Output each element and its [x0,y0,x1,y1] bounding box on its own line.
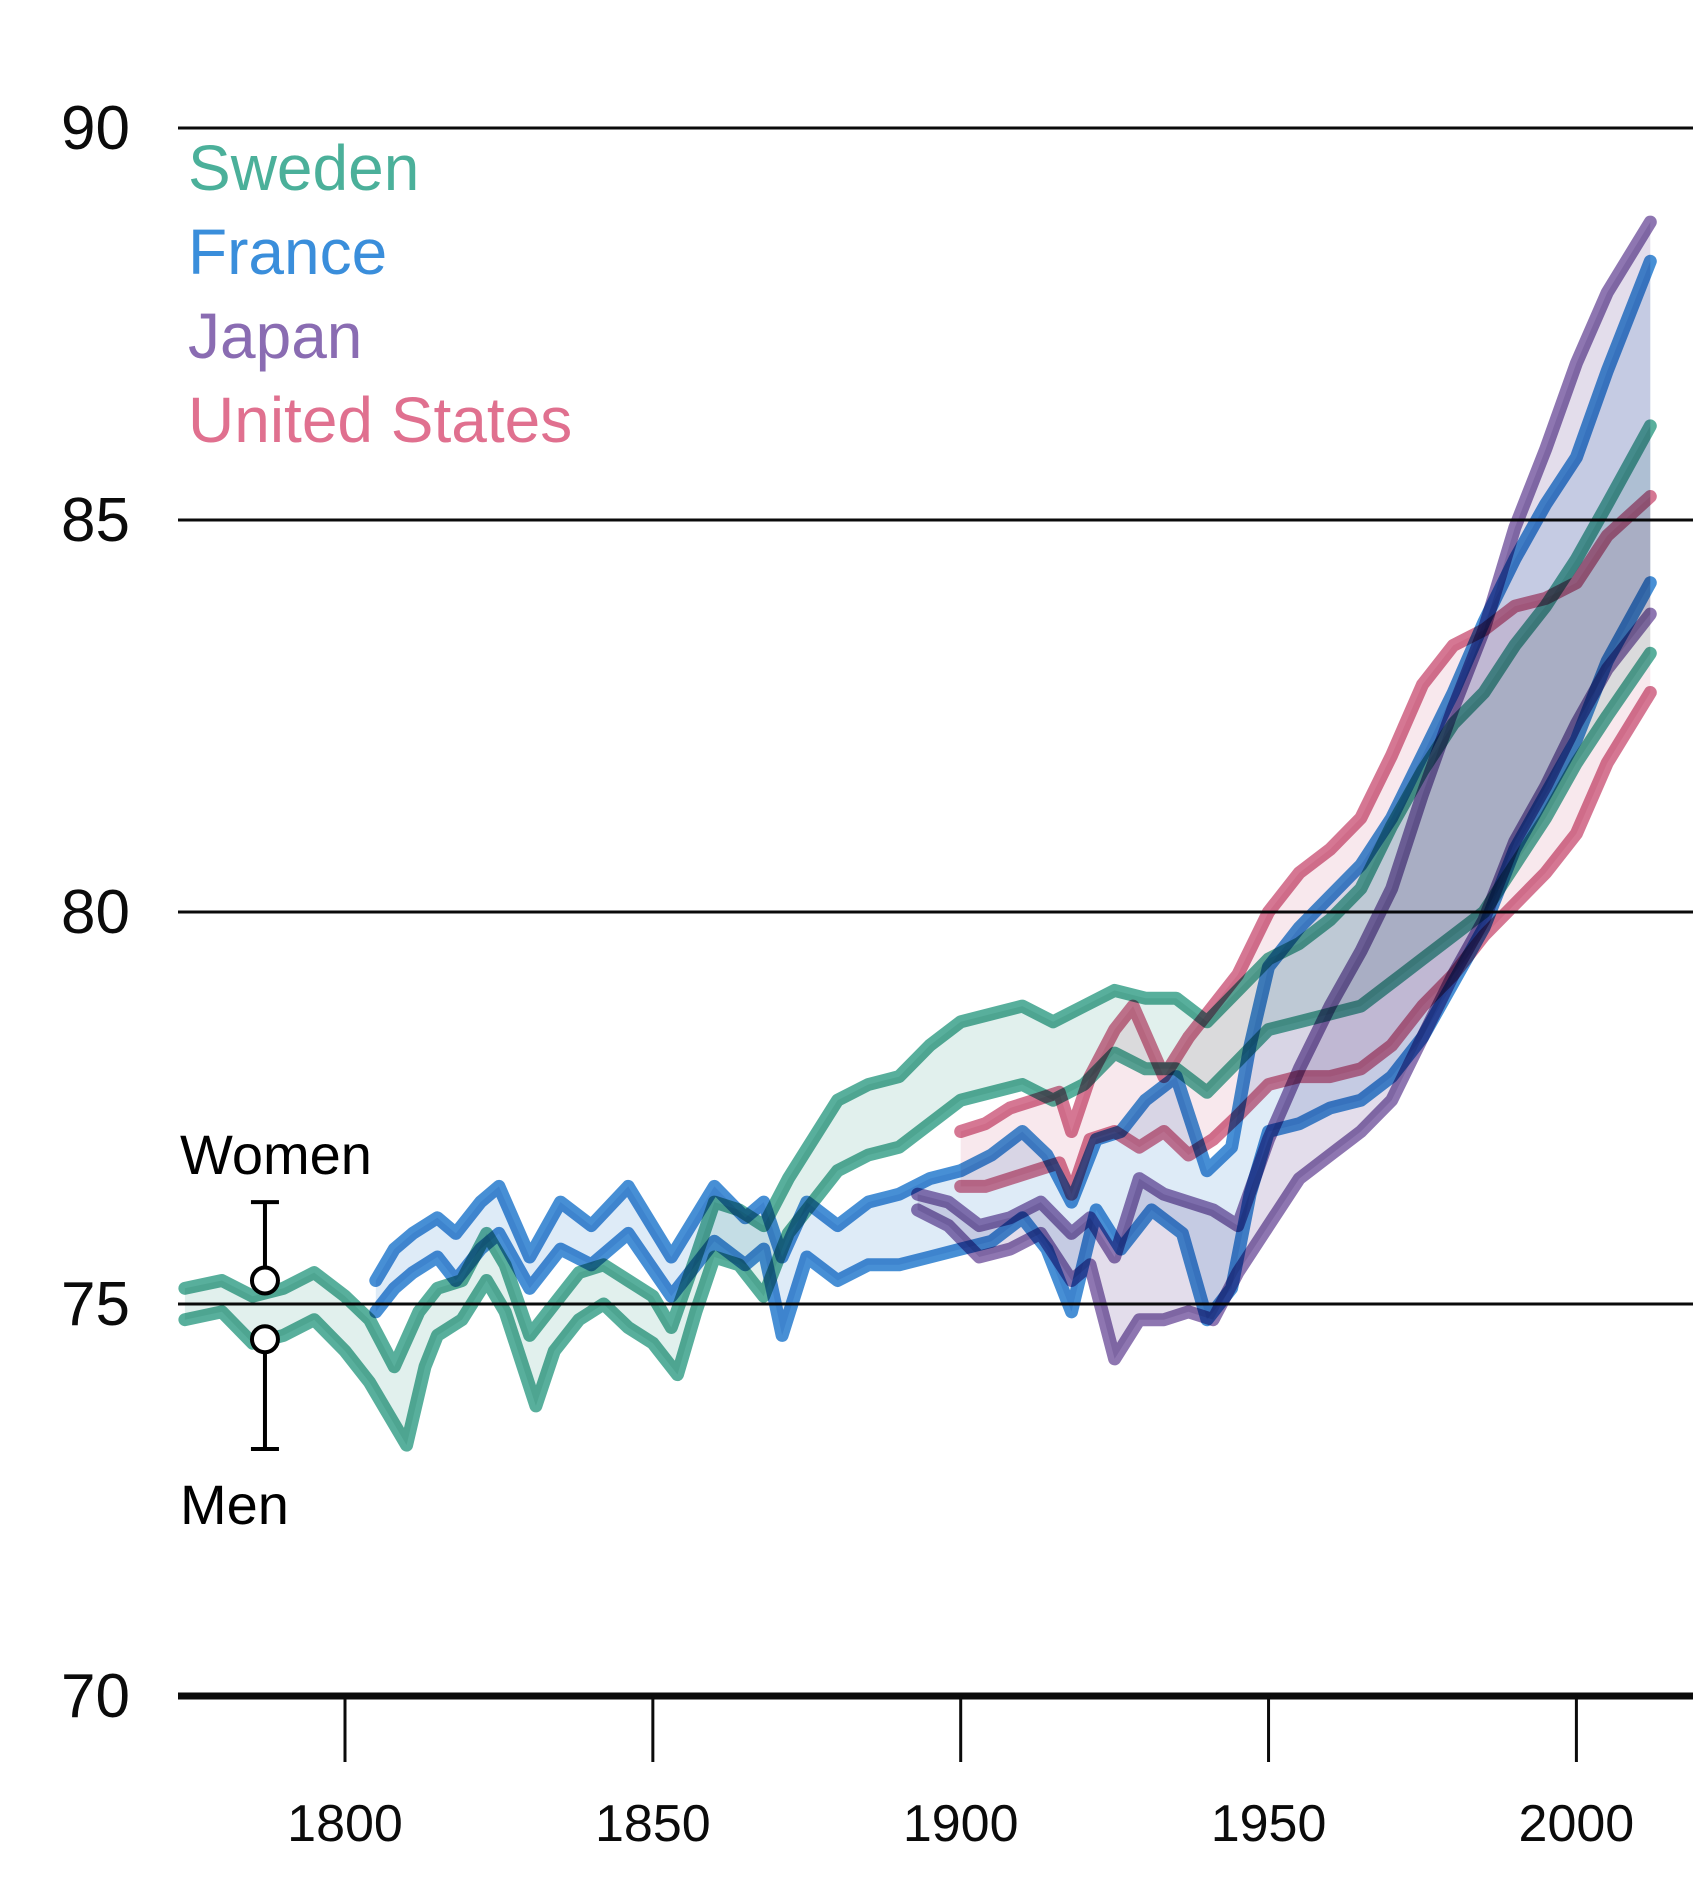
series-japan-men-line [911,607,1657,1366]
legend-item-france: France [188,216,388,288]
series-sweden-men-line [178,646,1657,1452]
series-japan-women-line [911,215,1657,1264]
women-marker-circle [249,1265,280,1296]
legend-item-sweden: Sweden [188,132,420,204]
y-axis-label-70: 70 [61,1662,130,1731]
x-axis-label-1800: 1800 [287,1795,403,1853]
women-label: Women [180,1123,372,1186]
y-axis-label-80: 80 [61,878,130,947]
y-axis-label-85: 85 [61,486,130,555]
series-france-women-line [369,254,1657,1287]
legend-item-japan: Japan [188,300,363,372]
men-label: Men [180,1473,289,1536]
men-marker-circle [249,1324,280,1355]
chart-legend: Sweden France Japan United States [188,126,572,462]
series-sweden-women-line [178,419,1657,1374]
x-axis-label-2000: 2000 [1519,1795,1635,1853]
legend-item-united-states: United States [188,384,573,456]
x-axis-label-1850: 1850 [595,1795,711,1853]
series-united-states-women-line [954,490,1657,1138]
x-axis-label-1900: 1900 [903,1795,1019,1853]
series-united-states-men-line [954,686,1657,1201]
y-axis-label-90: 90 [61,94,130,163]
y-axis-label-75: 75 [61,1270,130,1339]
x-axis-label-1950: 1950 [1211,1795,1327,1853]
